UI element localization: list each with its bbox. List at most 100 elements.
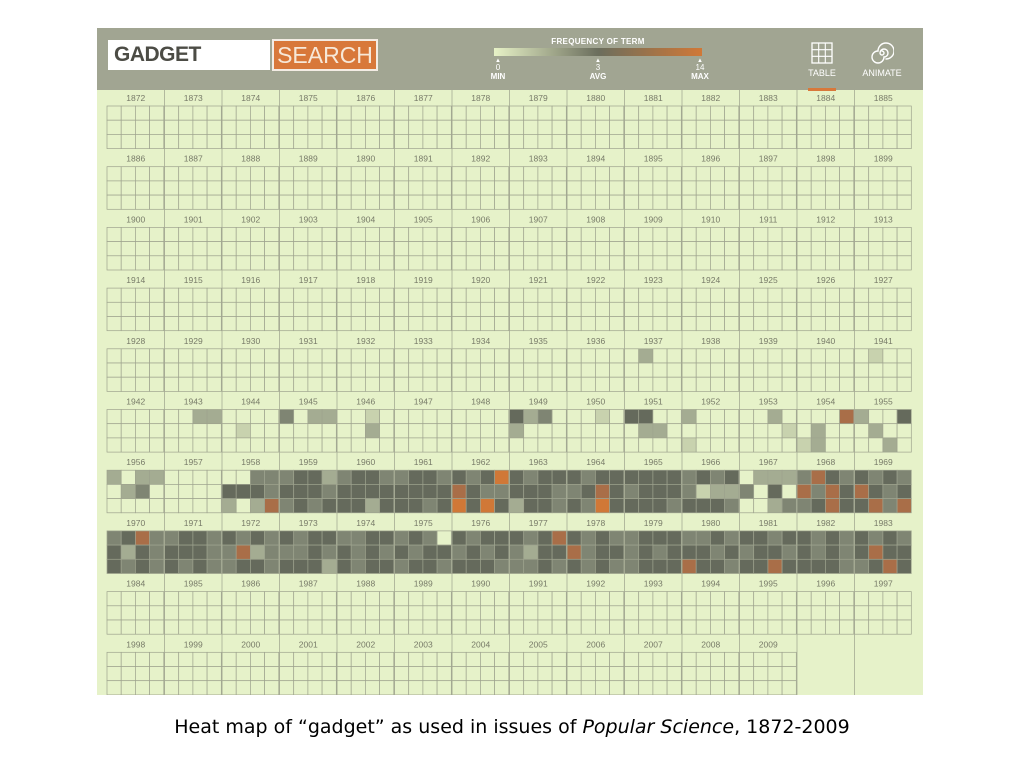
month-cell[interactable]: [767, 409, 783, 425]
month-cell[interactable]: [307, 180, 323, 196]
month-cell[interactable]: [135, 134, 150, 149]
month-cell[interactable]: [595, 591, 610, 607]
month-cell[interactable]: [609, 194, 625, 210]
month-cell[interactable]: [710, 287, 725, 303]
month-cell[interactable]: [365, 484, 380, 499]
month-cell[interactable]: [825, 180, 840, 196]
month-cell[interactable]: [868, 194, 884, 210]
month-cell[interactable]: [854, 409, 870, 425]
month-cell[interactable]: [854, 498, 870, 514]
month-cell[interactable]: [537, 469, 553, 485]
month-cell[interactable]: [523, 484, 539, 499]
month-cell[interactable]: [580, 423, 596, 439]
month-cell[interactable]: [739, 469, 755, 485]
month-cell[interactable]: [681, 227, 697, 242]
month-cell[interactable]: [724, 316, 740, 332]
month-cell[interactable]: [379, 530, 395, 546]
month-cell[interactable]: [767, 316, 783, 332]
month-cell[interactable]: [753, 619, 769, 635]
month-cell[interactable]: [164, 591, 180, 607]
month-cell[interactable]: [839, 362, 855, 378]
month-cell[interactable]: [465, 316, 481, 332]
month-cell[interactable]: [882, 301, 898, 317]
month-cell[interactable]: [149, 166, 165, 182]
month-cell[interactable]: [106, 544, 122, 560]
month-cell[interactable]: [379, 362, 395, 378]
month-cell[interactable]: [551, 558, 567, 574]
month-cell[interactable]: [106, 423, 122, 439]
month-cell[interactable]: [135, 651, 150, 667]
month-cell[interactable]: [465, 227, 481, 242]
month-cell[interactable]: [537, 651, 553, 667]
year-block[interactable]: 1978: [566, 518, 625, 574]
month-cell[interactable]: [781, 619, 797, 635]
year-block[interactable]: 1990: [451, 579, 510, 635]
month-cell[interactable]: [796, 241, 812, 257]
month-cell[interactable]: [451, 287, 467, 303]
month-cell[interactable]: [710, 666, 725, 682]
month-cell[interactable]: [739, 241, 755, 257]
month-cell[interactable]: [854, 194, 870, 210]
month-cell[interactable]: [710, 484, 725, 499]
month-cell[interactable]: [336, 301, 352, 317]
month-cell[interactable]: [624, 362, 640, 378]
month-cell[interactable]: [221, 241, 237, 257]
month-cell[interactable]: [365, 651, 380, 667]
month-cell[interactable]: [408, 166, 424, 182]
month-cell[interactable]: [595, 544, 610, 560]
month-cell[interactable]: [825, 348, 840, 364]
month-cell[interactable]: [451, 680, 467, 695]
month-cell[interactable]: [307, 194, 323, 210]
month-cell[interactable]: [379, 119, 395, 135]
year-block[interactable]: 1903: [279, 214, 337, 271]
month-cell[interactable]: [710, 105, 725, 121]
year-block[interactable]: 1983: [854, 518, 912, 574]
month-cell[interactable]: [120, 194, 136, 210]
month-cell[interactable]: [293, 544, 309, 560]
month-cell[interactable]: [739, 605, 755, 621]
month-cell[interactable]: [739, 287, 755, 303]
month-cell[interactable]: [509, 437, 525, 453]
month-cell[interactable]: [854, 605, 870, 621]
month-cell[interactable]: [279, 605, 295, 621]
month-cell[interactable]: [279, 558, 295, 574]
month-cell[interactable]: [264, 437, 280, 453]
month-cell[interactable]: [394, 498, 410, 514]
month-cell[interactable]: [106, 166, 122, 182]
month-cell[interactable]: [350, 316, 366, 332]
month-cell[interactable]: [882, 544, 898, 560]
month-cell[interactable]: [264, 558, 280, 574]
month-cell[interactable]: [753, 558, 769, 574]
month-cell[interactable]: [336, 469, 352, 485]
month-cell[interactable]: [321, 376, 337, 392]
month-cell[interactable]: [494, 166, 510, 182]
month-cell[interactable]: [839, 437, 855, 453]
month-cell[interactable]: [681, 409, 697, 425]
year-block[interactable]: 1915: [164, 275, 222, 332]
month-cell[interactable]: [595, 119, 610, 135]
month-cell[interactable]: [436, 469, 452, 485]
month-cell[interactable]: [235, 194, 251, 210]
month-cell[interactable]: [120, 530, 136, 546]
month-cell[interactable]: [509, 544, 525, 560]
month-cell[interactable]: [365, 591, 380, 607]
month-cell[interactable]: [609, 423, 625, 439]
month-cell[interactable]: [135, 316, 150, 332]
month-cell[interactable]: [135, 119, 150, 135]
month-cell[interactable]: [638, 362, 654, 378]
month-cell[interactable]: [724, 530, 740, 546]
month-cell[interactable]: [336, 651, 352, 667]
month-cell[interactable]: [580, 241, 596, 257]
month-cell[interactable]: [336, 605, 352, 621]
month-cell[interactable]: [781, 348, 797, 364]
month-cell[interactable]: [480, 119, 495, 135]
month-cell[interactable]: [638, 287, 654, 303]
month-cell[interactable]: [652, 498, 668, 514]
month-cell[interactable]: [652, 544, 668, 560]
month-cell[interactable]: [436, 301, 452, 317]
month-cell[interactable]: [436, 194, 452, 210]
month-cell[interactable]: [221, 530, 237, 546]
month-cell[interactable]: [767, 558, 783, 574]
month-cell[interactable]: [537, 437, 553, 453]
month-cell[interactable]: [350, 134, 366, 149]
